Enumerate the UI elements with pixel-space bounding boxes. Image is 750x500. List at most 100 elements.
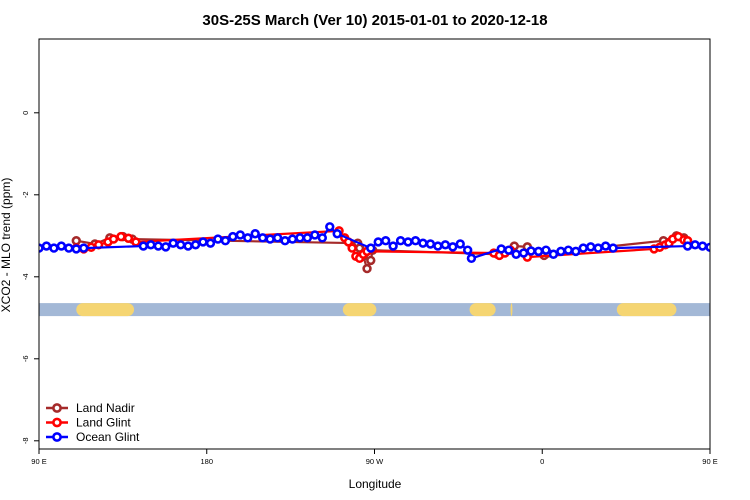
data-point: [310, 230, 320, 240]
legend-label: Land Nadir: [76, 401, 135, 415]
data-point: [466, 253, 477, 264]
data-point: [41, 241, 52, 251]
data-point: [563, 245, 574, 255]
data-point: [373, 237, 383, 247]
data-point: [198, 237, 208, 247]
data-point: [325, 222, 335, 232]
data-point: [511, 249, 521, 259]
data-point: [347, 243, 357, 253]
data-point: [138, 241, 149, 251]
x-tick-label: 90 W: [366, 457, 384, 466]
data-point: [526, 246, 536, 256]
data-point: [116, 231, 126, 242]
data-point: [541, 245, 551, 255]
data-point: [425, 239, 436, 249]
data-point: [448, 242, 458, 252]
series-group: [39, 222, 729, 274]
data-point: [548, 249, 559, 259]
data-point: [228, 231, 238, 242]
data-point: [518, 248, 529, 258]
y-tick-label: -4: [21, 273, 30, 280]
data-point: [380, 236, 391, 246]
data-point: [586, 242, 596, 252]
x-tick-label: 90 E: [702, 457, 717, 466]
legend-label: Land Glint: [76, 416, 131, 430]
data-point: [79, 243, 89, 253]
data-point: [366, 243, 376, 253]
data-point: [714, 240, 721, 247]
data-point: [108, 234, 119, 244]
data-point: [455, 239, 465, 249]
legend-label: Ocean Glint: [76, 430, 140, 444]
data-point: [697, 241, 708, 251]
data-point: [440, 240, 451, 250]
data-point: [571, 246, 581, 257]
y-tick-label: -8: [21, 437, 30, 444]
data-point: [287, 234, 298, 244]
data-point: [235, 230, 246, 240]
land-strip-segment: [342, 303, 377, 317]
data-point: [213, 234, 223, 244]
data-point: [578, 243, 588, 253]
data-point: [593, 243, 603, 253]
data-point: [418, 238, 428, 248]
data-point: [190, 240, 201, 250]
data-point: [395, 236, 406, 246]
data-point: [183, 241, 193, 251]
x-axis-label: Longitude: [349, 477, 402, 491]
data-point: [161, 242, 171, 252]
data-point: [317, 233, 328, 243]
surface-strip: [39, 303, 710, 317]
land-strip-segment: [510, 303, 513, 317]
data-point: [220, 236, 231, 246]
legend-item: Land Glint: [46, 416, 131, 430]
data-point: [265, 234, 275, 244]
data-point: [388, 241, 398, 251]
data-point: [64, 243, 74, 253]
data-point: [168, 238, 178, 248]
legend-marker: [52, 417, 62, 428]
plot-frame: [38, 38, 711, 450]
data-point: [533, 246, 544, 257]
data-point: [272, 233, 283, 243]
x-tick-label: 0: [540, 457, 544, 466]
land-strip-segment: [616, 303, 677, 317]
legend-marker: [52, 403, 62, 413]
data-point: [175, 240, 186, 250]
chart-title: 30S-25S March (Ver 10) 2015-01-01 to 202…: [202, 12, 547, 29]
plot-area: 90 E 180 90 W 0 90 E 0 -2 -4 -6 -8 Land NadirLand …: [21, 38, 729, 466]
data-point: [600, 241, 611, 251]
series-ocean-glint: [39, 222, 729, 264]
x-tick-label: 180: [200, 457, 213, 466]
legend-item: Ocean Glint: [46, 430, 140, 444]
y-tick-label: -6: [21, 355, 30, 362]
data-point: [131, 237, 141, 247]
data-point: [433, 241, 443, 251]
data-point: [205, 238, 216, 248]
data-point: [280, 236, 290, 246]
data-point: [682, 241, 693, 251]
data-point: [722, 243, 729, 250]
legend-item: Land Nadir: [46, 401, 135, 415]
x-tick-label: 90 E: [31, 457, 46, 466]
data-point: [504, 245, 514, 255]
data-point: [410, 236, 421, 246]
data-point: [362, 263, 372, 274]
y-axis-label: XCO2 - MLO trend (ppm): [0, 178, 13, 313]
data-point: [153, 241, 163, 251]
data-point: [608, 243, 618, 253]
land-strip-segment: [76, 303, 135, 317]
data-point: [250, 229, 260, 239]
data-point: [71, 244, 81, 254]
data-point: [56, 241, 67, 251]
data-point: [257, 233, 268, 243]
y-tick-label: 0: [21, 111, 30, 115]
data-point: [295, 233, 305, 243]
data-point: [123, 233, 134, 243]
data-point: [302, 233, 313, 243]
data-point: [462, 245, 473, 255]
data-point: [690, 240, 700, 250]
data-point: [556, 246, 566, 257]
